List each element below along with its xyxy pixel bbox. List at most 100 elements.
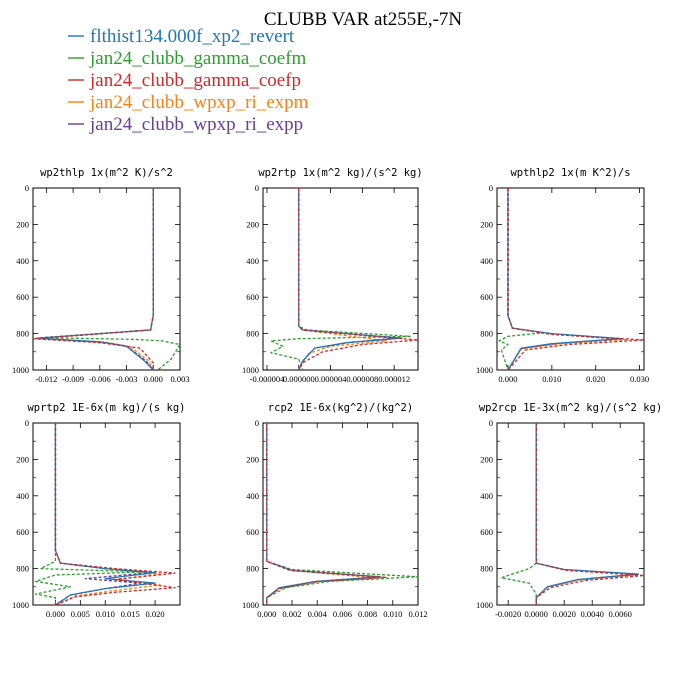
figure-title: CLUBB VAR at255E,-7N bbox=[264, 9, 463, 30]
y-tick-label: 200 bbox=[246, 219, 259, 229]
x-tick-label: 0.000000 bbox=[283, 374, 315, 384]
series-line bbox=[54, 423, 176, 605]
x-tick-label: -0.012 bbox=[35, 374, 57, 384]
legend-label: jan24_clubb_gamma_coefm bbox=[89, 48, 307, 69]
y-tick-label: 400 bbox=[16, 256, 29, 266]
y-tick-label: 0 bbox=[255, 418, 259, 428]
plot-frame bbox=[262, 187, 419, 371]
y-tick-label: 1000 bbox=[476, 600, 493, 610]
y-tick-label: 600 bbox=[16, 292, 29, 302]
panel-title: wp2rtp 1x(m^2 kg)/(s^2 kg) bbox=[258, 167, 422, 179]
panel-4: wprtp2 1E-6x(m kg)/(s kg) 0 200 400 600 800 10… bbox=[12, 402, 186, 619]
y-tick-label: 600 bbox=[246, 527, 259, 537]
legend-entry: jan24_clubb_gamma_coefm bbox=[68, 48, 307, 69]
y-tick-label: 800 bbox=[480, 564, 493, 574]
x-tick-label: 0.000008 bbox=[346, 374, 378, 384]
series-line bbox=[298, 188, 387, 370]
y-tick-label: 1000 bbox=[12, 365, 29, 375]
legend-label: jan24_clubb_wpxp_ri_expp bbox=[89, 114, 303, 135]
series-line bbox=[535, 423, 644, 605]
y-tick-label: 0 bbox=[489, 418, 493, 428]
x-tick-label: 0.0000 bbox=[525, 609, 548, 619]
y-tick-label: 800 bbox=[246, 329, 259, 339]
panel-title: wprtp2 1E-6x(m kg)/(s kg) bbox=[27, 402, 185, 414]
panel-1: wp2thlp 1x(m^2 K)/s^2 0 200 400 600 800 1000 -0… bbox=[12, 167, 190, 384]
x-tick-label: -0.000004 bbox=[250, 374, 285, 384]
y-tick-label: 1000 bbox=[12, 600, 29, 610]
y-tick-label: 1000 bbox=[242, 365, 259, 375]
x-tick-label: 0.0060 bbox=[609, 609, 632, 619]
series-line bbox=[500, 423, 537, 605]
panel-2: wp2rtp 1x(m^2 kg)/(s^2 kg) 0 200 400 600 800 1… bbox=[242, 167, 423, 384]
y-tick-label: 200 bbox=[480, 454, 493, 464]
y-tick-label: 0 bbox=[25, 183, 29, 193]
x-tick-label: 0.003 bbox=[170, 374, 189, 384]
y-tick-label: 600 bbox=[480, 292, 493, 302]
series-line bbox=[266, 423, 388, 605]
series-group bbox=[33, 188, 180, 370]
panel-title: wp2rcp 1E-3x(m^2 kg)/(s^2 kg) bbox=[479, 402, 662, 414]
legend-entry: jan24_clubb_wpxp_ri_expm bbox=[68, 92, 309, 113]
series-group bbox=[498, 188, 644, 370]
plot-frame bbox=[262, 422, 419, 606]
legend-entry: jan24_clubb_gamma_coefp bbox=[68, 70, 301, 91]
panel-title: rcp2 1E-6x(kg^2)/(kg^2) bbox=[268, 402, 413, 414]
series-line bbox=[498, 188, 544, 370]
panels: wp2thlp 1x(m^2 K)/s^202004006008001000-0… bbox=[12, 167, 662, 619]
x-tick-label: 0.006 bbox=[333, 609, 352, 619]
panel-3: wpthlp2 1x(m K^2)/s 0 200 400 600 800 1000 0.00… bbox=[476, 167, 649, 384]
series-line bbox=[54, 423, 161, 605]
y-tick-label: 600 bbox=[480, 527, 493, 537]
x-tick-label: 0.010 bbox=[96, 609, 115, 619]
x-tick-label: 0.000 bbox=[46, 609, 65, 619]
x-tick-label: 0.020 bbox=[586, 374, 605, 384]
x-tick-label: 0.0040 bbox=[581, 609, 604, 619]
x-tick-label: 0.000004 bbox=[315, 374, 348, 384]
series-group bbox=[266, 423, 418, 605]
y-tick-label: 800 bbox=[246, 564, 259, 574]
panel-title: wp2thlp 1x(m^2 K)/s^2 bbox=[40, 167, 173, 179]
x-tick-label: 0.020 bbox=[146, 609, 165, 619]
y-tick-label: 600 bbox=[16, 527, 29, 537]
legend-entry: jan24_clubb_wpxp_ri_expp bbox=[68, 114, 303, 135]
x-tick-label: 0.000 bbox=[144, 374, 163, 384]
series-group bbox=[270, 188, 418, 370]
legend-label: jan24_clubb_gamma_coefp bbox=[89, 70, 301, 91]
y-tick-label: 400 bbox=[16, 491, 29, 501]
panel-6: wp2rcp 1E-3x(m^2 kg)/(s^2 kg) 0 200 400 600 8… bbox=[476, 402, 662, 619]
y-tick-label: 0 bbox=[25, 418, 29, 428]
x-tick-label: 0.005 bbox=[71, 609, 90, 619]
y-tick-label: 1000 bbox=[476, 365, 493, 375]
series-line bbox=[535, 423, 640, 605]
y-tick-label: 200 bbox=[16, 454, 29, 464]
y-tick-label: 0 bbox=[489, 183, 493, 193]
panel-title: wpthlp2 1x(m K^2)/s bbox=[510, 167, 630, 179]
x-tick-label: 0.008 bbox=[358, 609, 377, 619]
y-tick-label: 400 bbox=[480, 491, 493, 501]
legend-entry: flthist134.000f_xp2_revert bbox=[68, 26, 295, 47]
y-tick-label: 200 bbox=[16, 219, 29, 229]
series-line bbox=[54, 423, 156, 605]
series-line bbox=[36, 188, 154, 370]
series-line bbox=[266, 423, 375, 605]
x-tick-label: 0.000 bbox=[257, 609, 276, 619]
series-line bbox=[298, 188, 418, 370]
series-line bbox=[41, 188, 154, 370]
x-tick-label: 0.010 bbox=[383, 609, 402, 619]
y-tick-label: 600 bbox=[246, 292, 259, 302]
y-tick-label: 400 bbox=[246, 256, 259, 266]
series-line bbox=[266, 423, 418, 605]
y-tick-label: 200 bbox=[480, 219, 493, 229]
x-tick-label: 0.015 bbox=[121, 609, 140, 619]
x-tick-label: 0.002 bbox=[282, 609, 301, 619]
series-line bbox=[507, 188, 644, 370]
x-tick-label: 0.030 bbox=[630, 374, 649, 384]
y-tick-label: 800 bbox=[16, 564, 29, 574]
x-tick-label: -0.003 bbox=[116, 374, 138, 384]
series-group bbox=[500, 423, 644, 605]
x-tick-label: 0.010 bbox=[542, 374, 561, 384]
legend: flthist134.000f_xp2_revertjan24_clubb_ga… bbox=[68, 26, 309, 135]
series-line bbox=[270, 188, 411, 370]
x-tick-label: 0.012 bbox=[408, 609, 427, 619]
